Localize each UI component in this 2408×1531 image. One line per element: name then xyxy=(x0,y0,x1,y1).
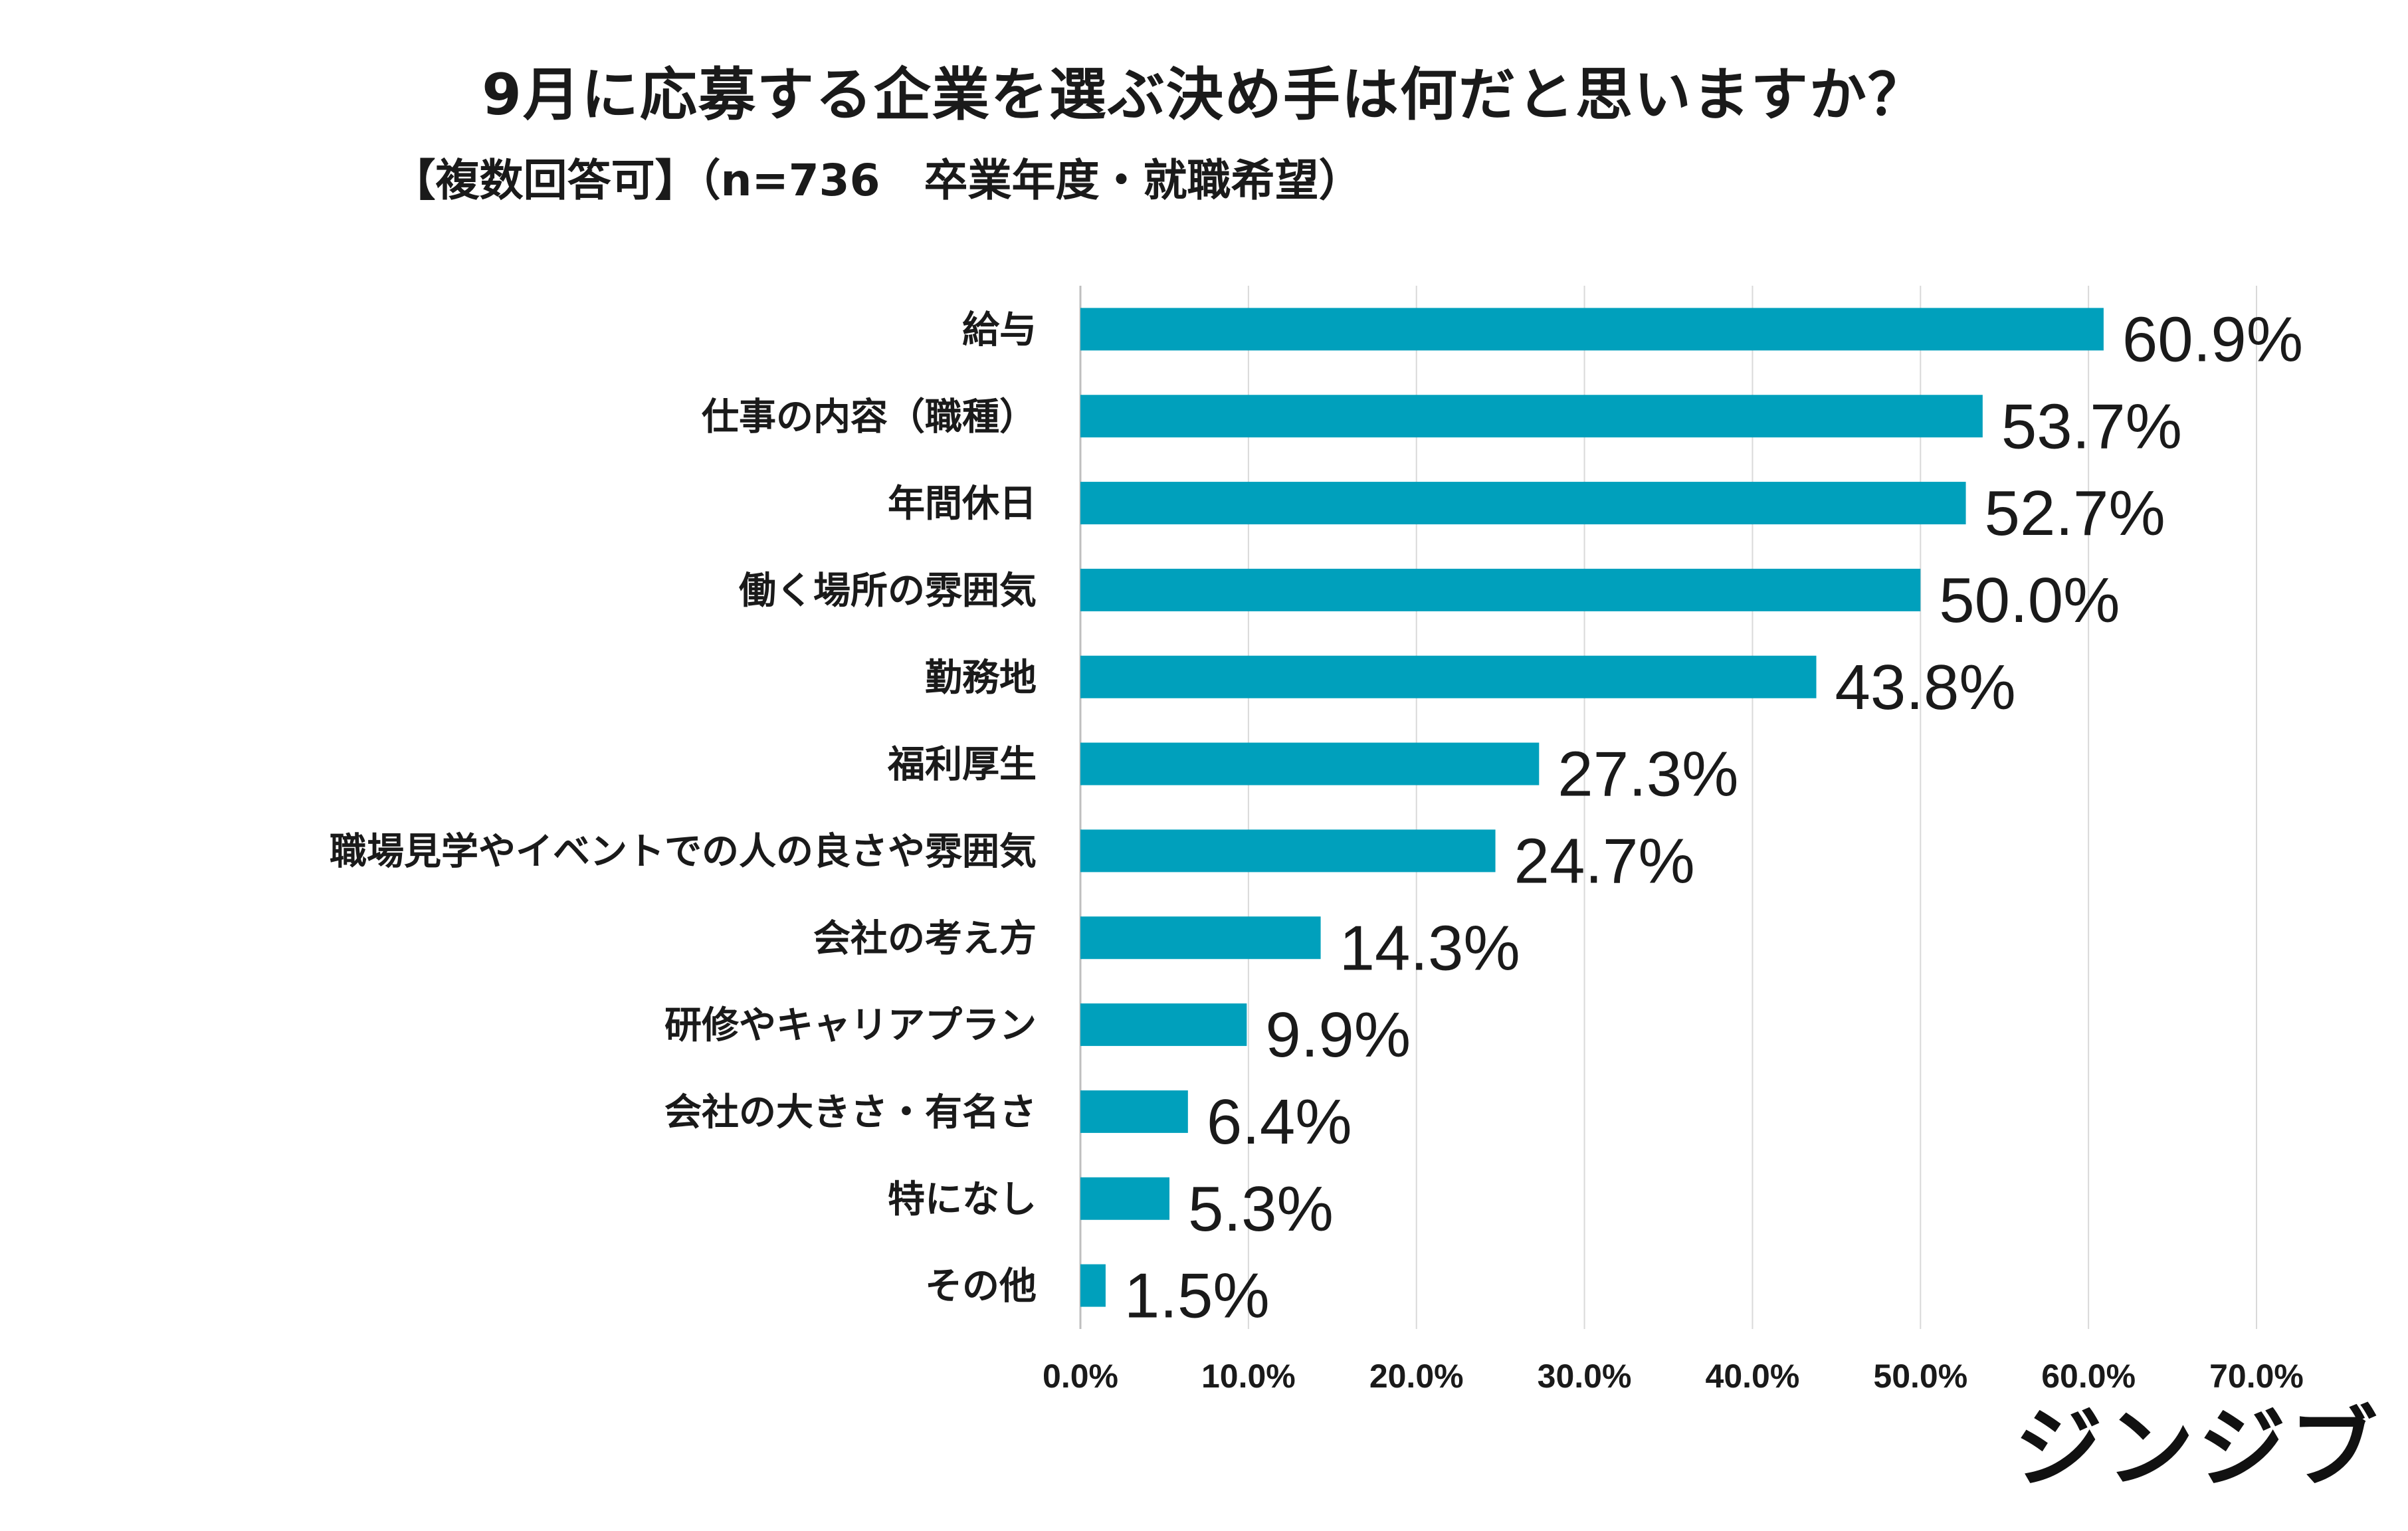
x-tick-label: 0.0% xyxy=(1043,1358,1118,1395)
bar xyxy=(1080,655,1817,698)
category-label: 働く場所の雰囲気 xyxy=(739,569,1037,613)
bar xyxy=(1080,308,2104,351)
bar xyxy=(1080,568,1921,611)
bars xyxy=(1080,308,2104,1307)
x-tick-label: 70.0% xyxy=(2209,1358,2304,1395)
category-label: 会社の大きさ・有名さ xyxy=(664,1091,1037,1134)
x-tick-label: 40.0% xyxy=(1706,1358,1800,1395)
bar xyxy=(1080,829,1496,872)
data-label: 1.5% xyxy=(1124,1261,1270,1332)
category-label: 会社の考え方 xyxy=(813,917,1037,960)
data-label: 43.8% xyxy=(1835,652,2016,723)
category-label: 特になし xyxy=(888,1178,1037,1221)
labels: 0.0% 10.0% 20.0% 30.0% 40.0% 50.0% 60.0% 70.0% 給… xyxy=(330,304,2304,1395)
data-label: 24.7% xyxy=(1514,825,1695,896)
data-label: 60.9% xyxy=(2122,304,2303,375)
chart-title: 9月に応募する企業を選ぶ決め手は何だと思いますか？ xyxy=(482,62,1926,128)
category-label: 勤務地 xyxy=(925,657,1037,700)
bar xyxy=(1080,916,1321,960)
data-label: 14.3% xyxy=(1340,912,1520,983)
bar xyxy=(1080,482,1966,525)
category-label: 福利厚生 xyxy=(887,744,1037,787)
category-label: その他 xyxy=(925,1265,1037,1308)
x-tick-label: 20.0% xyxy=(1369,1358,1464,1395)
x-tick-label: 10.0% xyxy=(1201,1358,1296,1395)
bar xyxy=(1080,742,1540,785)
data-label: 50.0% xyxy=(1939,565,2120,636)
x-tick-label: 60.0% xyxy=(2041,1358,2136,1395)
category-label: 仕事の内容（職種） xyxy=(702,395,1037,439)
bar xyxy=(1080,1090,1188,1133)
data-label: 52.7% xyxy=(1985,478,2165,549)
bar xyxy=(1080,1003,1247,1047)
data-label: 53.7% xyxy=(2001,391,2182,462)
data-label: 27.3% xyxy=(1557,739,1738,810)
bar xyxy=(1080,1177,1170,1220)
category-label: 給与 xyxy=(962,308,1037,352)
category-label: 職場見学やイベントでの人の良さや雰囲気 xyxy=(330,830,1037,873)
gridlines xyxy=(1079,286,2257,1329)
x-tick-label: 30.0% xyxy=(1538,1358,1632,1395)
chart-subtitle: 【複数回答可】（n=736 卒業年度・就職希望） xyxy=(391,155,1363,206)
category-label: 年間休日 xyxy=(888,482,1037,526)
bar xyxy=(1080,1264,1106,1307)
bar xyxy=(1080,395,1983,438)
data-label: 5.3% xyxy=(1188,1174,1334,1245)
category-label: 研修やキャリアプラン xyxy=(664,1004,1037,1047)
data-label: 9.9% xyxy=(1265,999,1411,1071)
data-label: 6.4% xyxy=(1207,1086,1352,1158)
x-tick-label: 50.0% xyxy=(1873,1358,1967,1395)
brand-logo: ジンジブ xyxy=(2015,1397,2381,1500)
